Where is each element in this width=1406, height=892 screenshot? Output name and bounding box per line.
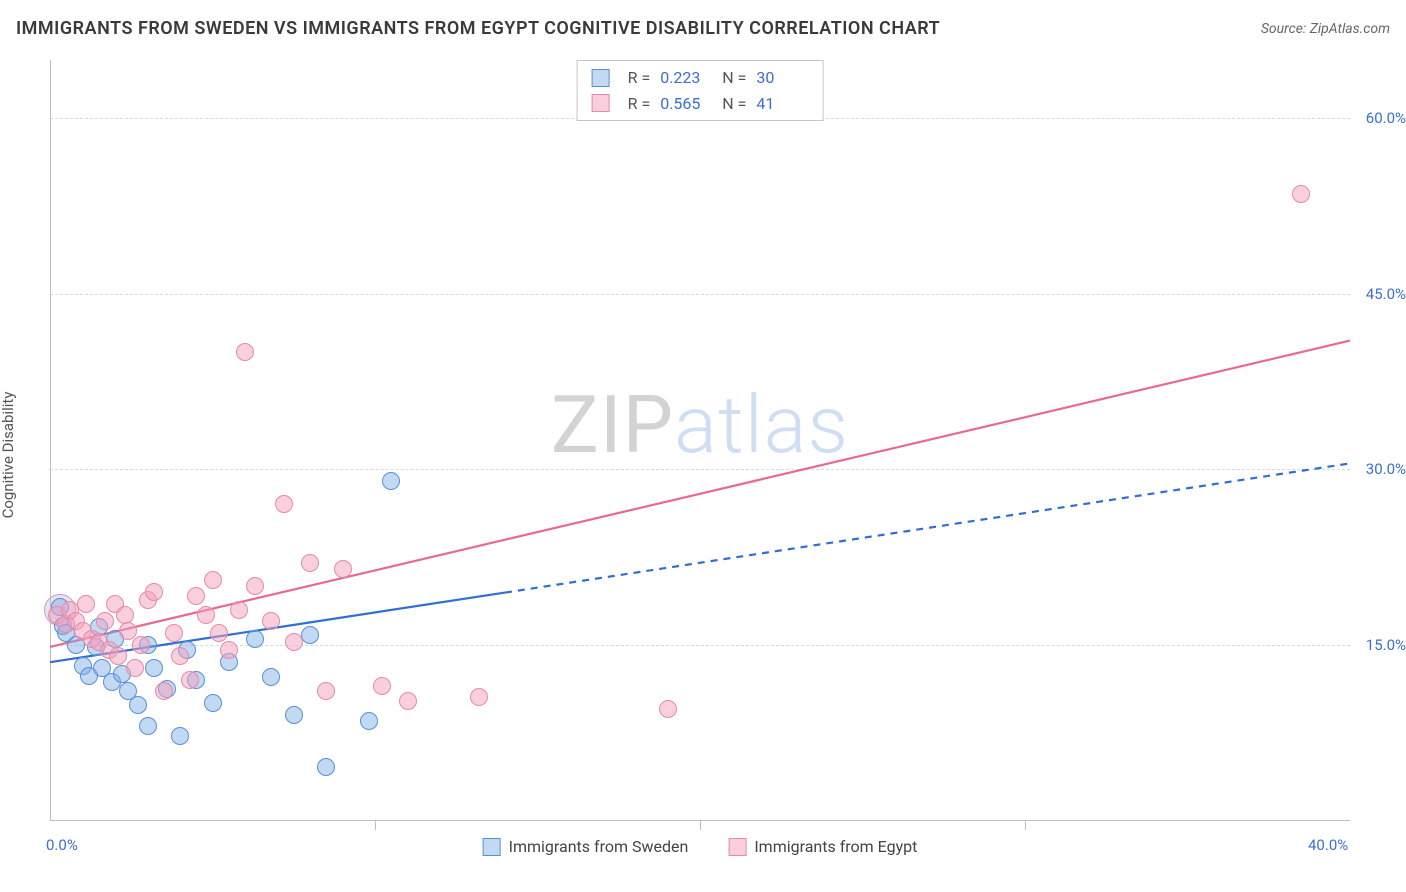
series-legend: Immigrants from Sweden Immigrants from E…	[483, 837, 918, 856]
r-label: R =	[628, 65, 651, 91]
r-value-egypt: 0.565	[660, 91, 712, 117]
series-label-sweden: Immigrants from Sweden	[509, 837, 689, 856]
n-label: N =	[722, 65, 746, 91]
n-value-sweden: 30	[756, 65, 808, 91]
scatter-point	[129, 696, 147, 714]
series-legend-egypt: Immigrants from Egypt	[728, 837, 917, 856]
chart-title: IMMIGRANTS FROM SWEDEN VS IMMIGRANTS FRO…	[16, 18, 940, 39]
scatter-point	[139, 717, 157, 735]
scatter-point	[285, 706, 303, 724]
x-tick-label: 0.0%	[46, 836, 78, 854]
swatch-sweden	[592, 69, 610, 87]
legend-row-egypt: R = 0.565 N = 41	[592, 91, 809, 117]
scatter-point	[77, 595, 95, 613]
scatter-point	[236, 343, 254, 361]
r-label: R =	[628, 91, 651, 117]
scatter-point	[399, 692, 417, 710]
scatter-point	[275, 495, 293, 513]
scatter-point	[301, 554, 319, 572]
scatter-chart: ZIPatlas R = 0.223 N = 30 R = 0.565 N = …	[50, 60, 1350, 820]
scatter-point	[373, 677, 391, 695]
scatter-point	[301, 626, 319, 644]
series-legend-sweden: Immigrants from Sweden	[483, 837, 689, 856]
scatter-point	[285, 633, 303, 651]
x-tick	[1025, 820, 1026, 830]
y-tick-label: 30.0%	[1366, 460, 1406, 478]
scatter-point	[204, 571, 222, 589]
scatter-point	[1292, 185, 1310, 203]
n-value-egypt: 41	[756, 91, 808, 117]
scatter-point	[204, 694, 222, 712]
scatter-point	[109, 647, 127, 665]
scatter-point	[145, 583, 163, 601]
scatter-point	[220, 641, 238, 659]
swatch-egypt-bottom	[728, 838, 746, 856]
scatter-point	[262, 668, 280, 686]
scatter-point	[155, 682, 173, 700]
scatter-point	[197, 606, 215, 624]
scatter-point	[317, 758, 335, 776]
n-label: N =	[722, 91, 746, 117]
scatter-point	[659, 700, 677, 718]
y-tick-label: 45.0%	[1366, 285, 1406, 303]
scatter-point	[132, 636, 150, 654]
scatter-point	[171, 727, 189, 745]
scatter-point	[145, 659, 163, 677]
r-value-sweden: 0.223	[660, 65, 712, 91]
scatter-point	[382, 472, 400, 490]
scatter-point	[470, 688, 488, 706]
source-link[interactable]: ZipAtlas.com	[1310, 21, 1390, 37]
trend-line-solid	[50, 341, 1350, 647]
scatter-point	[171, 647, 189, 665]
swatch-sweden-bottom	[483, 838, 501, 856]
scatter-point	[165, 624, 183, 642]
y-tick-label: 60.0%	[1366, 109, 1406, 127]
swatch-egypt	[592, 94, 610, 112]
x-tick	[700, 820, 701, 830]
scatter-point	[262, 612, 280, 630]
title-bar: IMMIGRANTS FROM SWEDEN VS IMMIGRANTS FRO…	[16, 18, 1390, 39]
scatter-point	[246, 577, 264, 595]
scatter-point	[246, 630, 264, 648]
scatter-point	[126, 659, 144, 677]
scatter-point	[360, 712, 378, 730]
scatter-point	[96, 612, 114, 630]
scatter-point	[334, 560, 352, 578]
trend-line-dashed	[505, 463, 1350, 592]
y-tick-label: 15.0%	[1366, 636, 1406, 654]
x-tick	[375, 820, 376, 830]
scatter-point	[210, 624, 228, 642]
scatter-point	[317, 682, 335, 700]
y-axis-label: Cognitive Disability	[0, 392, 17, 519]
correlation-legend: R = 0.223 N = 30 R = 0.565 N = 41	[577, 60, 824, 121]
trend-lines	[50, 60, 1350, 820]
series-label-egypt: Immigrants from Egypt	[754, 837, 917, 856]
source-credit: Source: ZipAtlas.com	[1261, 21, 1390, 37]
scatter-point	[230, 601, 248, 619]
scatter-point	[181, 671, 199, 689]
x-tick-label: 40.0%	[1308, 836, 1348, 854]
legend-row-sweden: R = 0.223 N = 30	[592, 65, 809, 91]
source-prefix: Source:	[1261, 21, 1310, 37]
scatter-point	[187, 587, 205, 605]
